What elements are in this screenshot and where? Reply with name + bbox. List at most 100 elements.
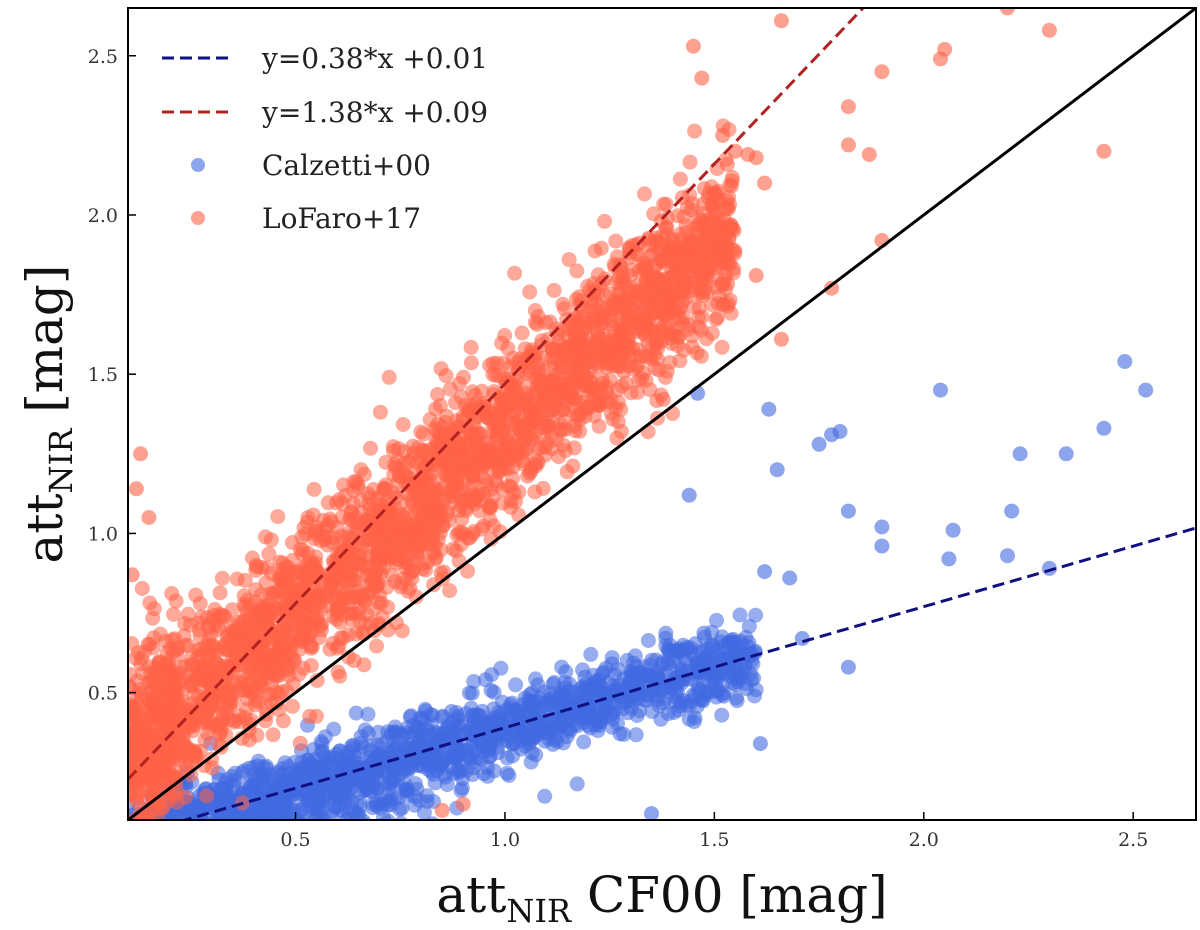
lofaro-point: [501, 390, 517, 406]
calzetti-point: [241, 827, 256, 842]
calzetti-point: [1096, 420, 1112, 436]
calzetti-point: [714, 707, 730, 723]
lofaro-point: [363, 440, 378, 456]
calzetti-point: [163, 837, 178, 852]
calzetti-point: [352, 798, 368, 814]
x-tick-label: 2.0: [909, 829, 939, 851]
lofaro-point: [691, 310, 706, 325]
calzetti-point: [247, 859, 262, 874]
calzetti-point: [209, 875, 224, 890]
lofaro-point: [304, 639, 320, 655]
calzetti-point: [137, 845, 152, 860]
lofaro-point: [132, 787, 148, 803]
lofaro-point: [192, 628, 208, 644]
lofaro-point: [456, 476, 472, 491]
calzetti-point: [174, 834, 189, 849]
lofaro-point: [135, 832, 150, 847]
lofaro-point: [613, 423, 629, 439]
lofaro-point: [557, 443, 573, 459]
calzetti-point: [536, 696, 552, 712]
lofaro-point: [672, 171, 688, 187]
lofaro-point: [128, 667, 138, 682]
lofaro-point: [131, 822, 146, 837]
calzetti-point: [376, 809, 391, 820]
calzetti-point: [186, 855, 201, 870]
calzetti-point: [169, 823, 184, 838]
lofaro-point: [261, 546, 277, 562]
calzetti-point: [419, 788, 435, 804]
lofaro-point: [366, 482, 381, 497]
lofaro-point: [698, 229, 714, 245]
calzetti-point: [206, 830, 221, 845]
calzetti-point: [213, 842, 228, 857]
calzetti-point: [242, 828, 257, 843]
calzetti-point: [933, 382, 948, 398]
lofaro-point: [536, 363, 552, 379]
calzetti-point: [217, 823, 232, 838]
lofaro-point: [141, 659, 157, 674]
calzetti-point: [717, 637, 733, 653]
lofaro-point: [514, 325, 530, 341]
calzetti-point: [126, 861, 141, 876]
calzetti-point: [181, 842, 196, 857]
lofaro-point: [436, 492, 452, 508]
y-axis-ticks: 0.51.01.52.02.5: [88, 46, 136, 705]
calzetti-point: [176, 819, 184, 820]
lofaro-point: [268, 668, 284, 684]
calzetti-point: [223, 819, 231, 820]
lofaro-point: [840, 137, 856, 153]
calzetti-point: [228, 810, 244, 820]
lofaro-point: [168, 763, 184, 779]
lofaro-point: [199, 788, 215, 804]
lofaro-point: [285, 698, 300, 714]
lofaro-point: [214, 570, 230, 586]
calzetti-point: [133, 842, 148, 857]
calzetti-point: [743, 666, 759, 682]
lofaro-point: [277, 640, 293, 656]
lofaro-point: [284, 535, 300, 550]
lofaro-point: [406, 497, 421, 512]
calzetti-point: [177, 843, 192, 858]
calzetti-point: [135, 854, 150, 869]
calzetti-point: [382, 777, 398, 793]
lofaro-point: [676, 276, 692, 292]
calzetti-point: [729, 693, 745, 709]
lofaro-point: [369, 514, 385, 530]
calzetti-point: [126, 841, 141, 856]
calzetti-point: [253, 825, 268, 840]
lofaro-point: [582, 282, 598, 298]
calzetti-point: [326, 721, 342, 737]
calzetti-point: [434, 744, 450, 760]
calzetti-point: [569, 776, 585, 792]
calzetti-point: [141, 830, 156, 845]
lofaro-point: [166, 833, 181, 848]
lofaro-point: [378, 477, 394, 493]
lofaro-point: [644, 288, 660, 304]
lofaro-point: [596, 311, 612, 327]
lofaro-point: [1096, 143, 1112, 159]
calzetti-point: [223, 828, 238, 843]
lofaro-point: [344, 505, 360, 521]
lofaro-point: [341, 627, 356, 643]
lofaro-point: [146, 630, 162, 646]
lofaro-point: [179, 740, 195, 756]
lofaro-point: [454, 461, 470, 477]
lofaro-point: [194, 660, 210, 676]
calzetti-point: [840, 659, 856, 675]
calzetti-point: [202, 824, 217, 839]
calzetti-point: [681, 487, 697, 503]
calzetti-point: [126, 828, 141, 843]
lofaro-point: [757, 175, 773, 191]
fit-line: [128, 8, 866, 781]
calzetti-point: [700, 684, 716, 700]
calzetti-point: [190, 838, 205, 853]
calzetti-point: [465, 760, 481, 776]
calzetti-point: [160, 827, 175, 842]
lofaro-point: [341, 544, 356, 560]
y-tick-label: 0.5: [88, 683, 118, 705]
calzetti-point: [189, 805, 205, 820]
lofaro-point: [164, 826, 179, 841]
lofaro-point: [574, 293, 590, 309]
calzetti-point: [338, 778, 354, 794]
calzetti-point: [218, 835, 233, 850]
